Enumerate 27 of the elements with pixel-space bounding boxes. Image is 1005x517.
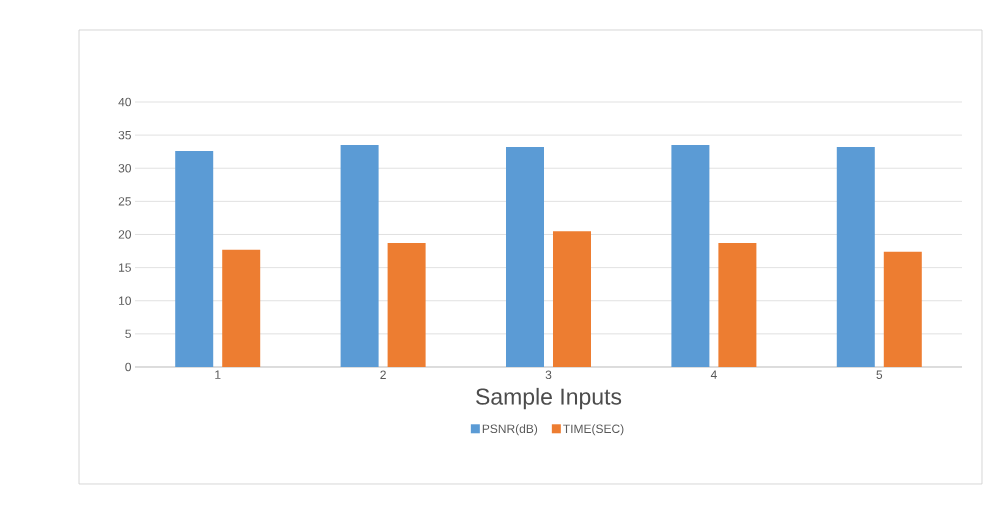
bar [718, 243, 757, 367]
y-tick-label: 30 [118, 164, 132, 173]
bar [222, 249, 261, 367]
bar [175, 151, 214, 367]
x-tick-label: 5 [876, 370, 883, 379]
x-axis-title: Sample Inputs [476, 387, 622, 410]
x-tick-label: 4 [710, 370, 717, 379]
bar [671, 145, 710, 367]
y-tick-label: 5 [125, 329, 131, 339]
legend-label: PSNR(dB) [482, 424, 538, 436]
y-tick-label: 15 [119, 263, 131, 272]
x-tick-label: 1 [215, 370, 221, 379]
bar [387, 243, 426, 367]
bar [836, 147, 875, 367]
y-tick-label: 35 [118, 130, 131, 140]
x-tick-label: 2 [380, 370, 386, 379]
bar [340, 145, 379, 367]
y-tick-label: 10 [119, 296, 132, 305]
y-tick-label: 20 [118, 230, 132, 239]
y-tick-label: 40 [118, 97, 132, 107]
bar [883, 251, 922, 367]
legend-label: TIME(SEC) [563, 424, 624, 436]
bar [553, 231, 591, 367]
bar [506, 147, 544, 367]
x-tick-label: 3 [545, 370, 552, 380]
y-tick-label: 0 [125, 362, 132, 372]
y-tick-label: 25 [118, 197, 131, 206]
